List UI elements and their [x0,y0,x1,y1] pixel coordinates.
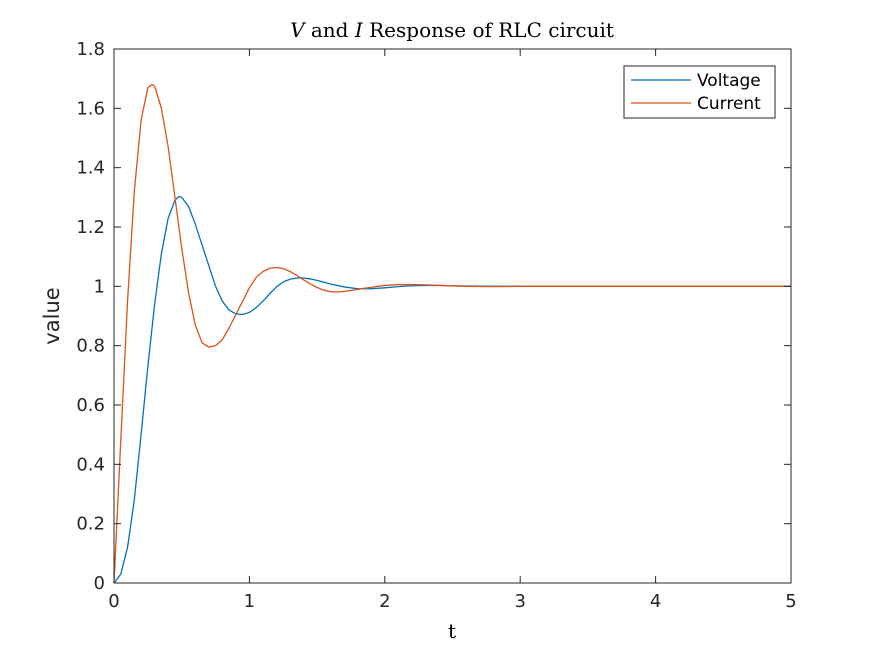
y-tick-label: 0.8 [76,336,105,357]
y-tick-label: 0.2 [76,514,105,535]
x-tick-label: 0 [108,591,119,612]
y-tick-label: 1.4 [76,158,105,179]
y-tick-label: 0 [94,573,105,594]
y-tick-label: 1.6 [76,98,105,119]
title-i: I [354,18,364,42]
legend-label-current: Current [697,94,761,114]
y-tick-label: 1 [94,276,105,297]
y-axis-label: value [40,287,64,344]
title-and: and [311,18,349,42]
title-rest: Response of RLC circuit [369,18,614,42]
y-tick-label: 1.2 [76,217,105,238]
y-tick-label: 1.8 [76,39,105,60]
axes-frame [113,48,792,584]
title-v: V [290,18,307,42]
legend-label-voltage: Voltage [697,71,761,91]
x-tick-label: 5 [785,591,796,612]
series-layer [113,83,791,584]
x-tick-label: 1 [244,591,255,612]
legend: Voltage Current [623,65,776,119]
legend-box [623,65,776,119]
x-tick-label: 2 [379,591,390,612]
chart-title: V and I Response of RLC circuit [290,18,614,42]
tick-layer: 0 1 2 3 4 5 0 0.2 0.4 0.6 0.8 1 1.2 1.4 1.6 1.8 [76,39,796,612]
x-tick-label: 4 [650,591,661,612]
y-tick-label: 0.4 [76,454,105,475]
x-tick-label: 3 [514,591,525,612]
axes-background [114,49,791,583]
y-tick-label: 0.6 [76,395,105,416]
x-axis-label: t [448,619,456,643]
series-line-current [113,83,791,584]
plot-area: 0 1 2 3 4 5 0 0.2 0.4 0.6 0.8 1 1.2 1.4 1.6 1.8 [76,39,796,612]
